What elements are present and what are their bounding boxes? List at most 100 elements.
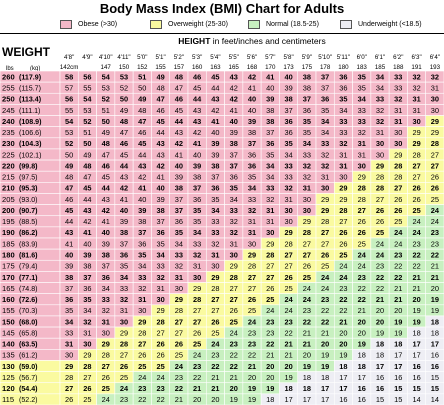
bmi-value: 43 [193, 117, 201, 126]
bmi-value: 53 [102, 83, 110, 92]
bmi-value: 35 [230, 184, 238, 193]
bmi-value: 23 [248, 328, 256, 337]
bmi-value: 27 [230, 295, 238, 304]
bmi-value: 31 [102, 317, 110, 326]
bmi-value: 38 [193, 173, 201, 182]
bmi-value: 52 [102, 95, 110, 104]
bmi-value: 37 [230, 161, 238, 170]
weight-lbs-label: 205 [2, 195, 15, 204]
weight-lbs-label: 185 [2, 239, 15, 248]
bmi-value: 26 [339, 239, 347, 248]
bmi-value: 24 [248, 317, 257, 326]
bmi-value: 22 [394, 273, 402, 282]
bmi-value: 27 [102, 362, 110, 371]
bmi-cell [425, 393, 444, 405]
lbs-unit-label: lbs [6, 66, 14, 72]
bmi-value: 21 [376, 295, 384, 304]
bmi-value: 18 [358, 362, 366, 371]
bmi-value: 37 [211, 173, 219, 182]
bmi-value: 47 [65, 184, 73, 193]
bmi-value: 22 [266, 340, 274, 349]
bmi-value: 24 [376, 250, 385, 259]
bmi-value: 37 [175, 206, 183, 215]
bmi-value: 49 [156, 72, 164, 81]
bmi-value: 23 [266, 328, 274, 337]
bmi-value: 38 [284, 95, 292, 104]
weight-axis-title: WEIGHT [2, 45, 50, 59]
bmi-value: 40 [248, 106, 256, 115]
bmi-value: 42 [138, 173, 146, 182]
bmi-value: 36 [138, 239, 146, 248]
bmi-value: 30 [394, 139, 402, 148]
weight-lbs-label: 195 [2, 217, 15, 226]
height-cm-label: 178 [320, 64, 331, 71]
bmi-value: 25 [321, 262, 329, 271]
bmi-value: 29 [65, 362, 73, 371]
bmi-value: 47 [102, 150, 110, 159]
bmi-value: 16 [358, 395, 366, 404]
bmi-value: 31 [358, 139, 366, 148]
weight-kg-label: (59.0) [19, 363, 38, 371]
bmi-value: 18 [431, 317, 439, 326]
bmi-value: 25 [358, 239, 366, 248]
bmi-value: 38 [266, 106, 274, 115]
bmi-value: 50 [138, 83, 146, 92]
bmi-value: 41 [193, 139, 201, 148]
bmi-value: 21 [230, 373, 238, 382]
bmi-value: 43 [175, 128, 183, 137]
bmi-value: 36 [83, 284, 91, 293]
bmi-value: 33 [156, 262, 164, 271]
weight-kg-label: (65.8) [19, 329, 38, 337]
bmi-value: 21 [303, 340, 311, 349]
bmi-value: 32 [376, 106, 384, 115]
bmi-value: 24 [321, 273, 330, 282]
bmi-value: 26 [120, 362, 128, 371]
bmi-value: 55 [65, 106, 73, 115]
weight-lbs-label: 160 [2, 295, 15, 304]
bmi-value: 23 [193, 362, 201, 371]
bmi-value: 14 [431, 395, 439, 404]
bmi-value: 33 [394, 72, 402, 81]
bmi-value: 37 [83, 273, 91, 282]
bmi-value: 54 [102, 72, 111, 81]
bmi-value: 28 [175, 306, 183, 315]
bmi-value: 31 [156, 284, 164, 293]
bmi-value: 39 [175, 173, 183, 182]
bmi-value: 38 [248, 128, 256, 137]
height-ft-label: 5'10" [318, 54, 332, 61]
bmi-value: 42 [248, 72, 256, 81]
bmi-value: 16 [431, 351, 439, 360]
bmi-value: 30 [303, 195, 311, 204]
bmi-value: 55 [83, 83, 91, 92]
bmi-value: 27 [211, 295, 219, 304]
bmi-value: 36 [321, 95, 329, 104]
bmi-value: 28 [321, 217, 329, 226]
bmi-value: 45 [83, 184, 91, 193]
bmi-value: 53 [83, 106, 91, 115]
bmi-value: 35 [211, 195, 219, 204]
bmi-value: 24 [266, 306, 274, 315]
bmi-value: 22 [376, 273, 384, 282]
height-ft-label: 5'3" [192, 54, 202, 61]
bmi-value: 26 [431, 184, 439, 193]
bmi-value: 40 [284, 72, 292, 81]
weight-lbs-label: 150 [2, 317, 15, 326]
bmi-value: 25 [412, 206, 420, 215]
bmi-value: 27 [175, 317, 183, 326]
height-ft-label: 6'4" [430, 54, 440, 61]
bmi-value: 34 [211, 206, 220, 215]
bmi-value: 46 [175, 95, 183, 104]
bmi-value: 32 [412, 83, 420, 92]
weight-lbs-label: 250 [2, 95, 15, 104]
bmi-value: 54 [83, 95, 92, 104]
height-cm-label: 180 [338, 64, 349, 71]
bmi-value: 39 [284, 83, 292, 92]
bmi-value: 29 [339, 195, 347, 204]
bmi-value: 25 [193, 340, 201, 349]
bmi-value: 51 [138, 72, 146, 81]
bmi-value: 21 [321, 328, 329, 337]
bmi-value: 35 [303, 117, 311, 126]
bmi-value: 40 [193, 150, 201, 159]
bmi-value: 38 [303, 83, 311, 92]
